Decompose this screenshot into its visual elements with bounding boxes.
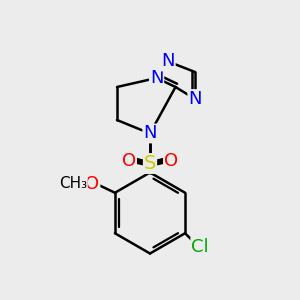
Text: O: O xyxy=(164,152,178,169)
Text: O: O xyxy=(122,152,136,169)
Text: S: S xyxy=(144,154,156,173)
Text: N: N xyxy=(161,52,175,70)
Text: N: N xyxy=(188,90,202,108)
Text: CH₃: CH₃ xyxy=(59,176,87,191)
Text: O: O xyxy=(85,175,100,193)
Text: N: N xyxy=(150,69,163,87)
Text: N: N xyxy=(143,124,157,142)
Text: Cl: Cl xyxy=(191,238,209,256)
